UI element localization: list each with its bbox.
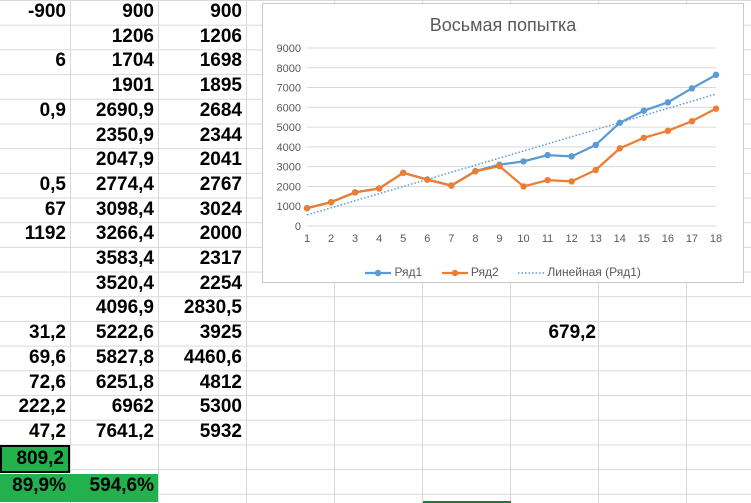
svg-text:10: 10: [517, 233, 529, 245]
svg-text:3: 3: [352, 233, 358, 245]
svg-text:14: 14: [614, 233, 626, 245]
svg-text:11: 11: [542, 233, 553, 245]
svg-text:3000: 3000: [277, 162, 301, 174]
svg-text:0: 0: [295, 221, 301, 233]
svg-text:16: 16: [662, 233, 674, 245]
svg-text:13: 13: [590, 233, 602, 245]
svg-text:2: 2: [328, 233, 334, 245]
svg-text:12: 12: [566, 233, 578, 245]
svg-text:9: 9: [496, 233, 502, 245]
svg-text:6000: 6000: [277, 102, 301, 114]
svg-text:18: 18: [710, 233, 722, 245]
svg-text:9000: 9000: [277, 43, 301, 55]
svg-text:2000: 2000: [277, 181, 301, 193]
svg-text:5000: 5000: [277, 122, 301, 134]
svg-text:8: 8: [472, 233, 478, 245]
svg-text:8000: 8000: [277, 63, 301, 75]
svg-text:7: 7: [448, 233, 454, 245]
svg-text:6: 6: [424, 233, 430, 245]
svg-text:17: 17: [686, 233, 698, 245]
svg-text:4000: 4000: [277, 142, 301, 154]
svg-text:7000: 7000: [277, 83, 301, 95]
svg-text:1000: 1000: [277, 201, 301, 213]
svg-text:15: 15: [638, 233, 650, 245]
svg-text:5: 5: [400, 233, 406, 245]
svg-text:4: 4: [376, 233, 382, 245]
svg-text:1: 1: [304, 233, 310, 245]
